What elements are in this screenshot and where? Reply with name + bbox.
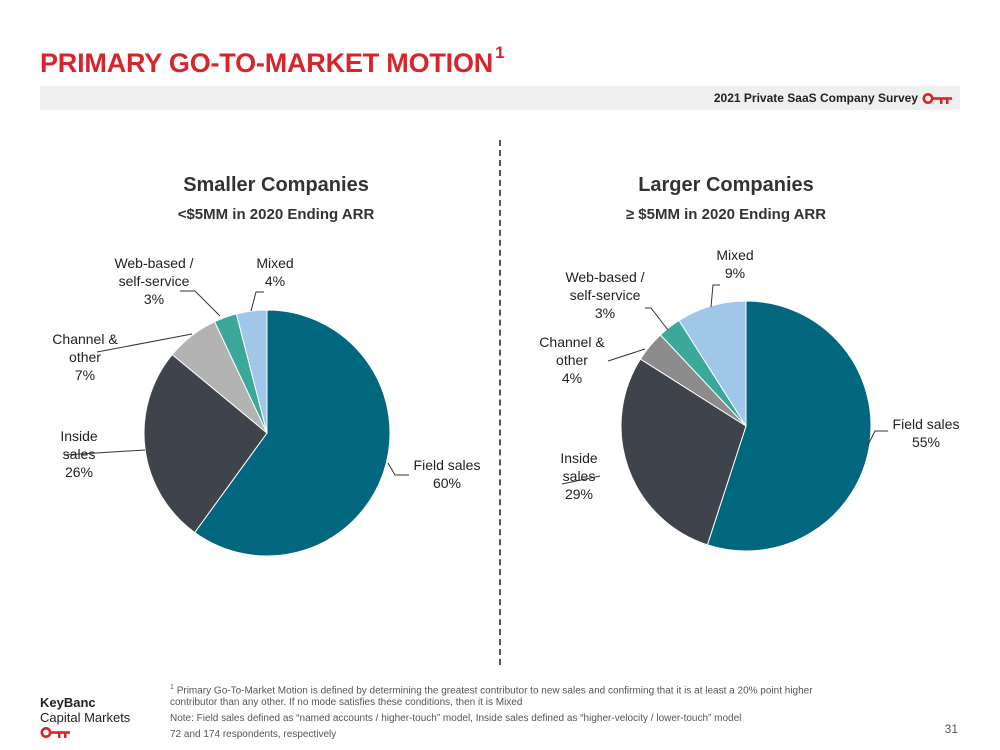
footnotes: 1 Primary Go-To-Market Motion is defined… <box>170 682 850 745</box>
footnote-marker: 1 <box>170 684 174 691</box>
leader-line-0-4 <box>250 291 264 312</box>
footnote-respondents: 72 and 174 respondents, respectively <box>170 729 337 741</box>
slice-label-line: 55% <box>912 434 940 450</box>
slice-label-line: Channel & <box>52 331 118 347</box>
logo-line-1: KeyBanc <box>40 695 96 710</box>
leader-line-0-1 <box>63 449 146 456</box>
chart-subtitle-larger: ≥ $5MM in 2020 Ending ARR <box>625 206 827 223</box>
leader-line-1-3 <box>645 307 669 331</box>
leader-line-0-2 <box>96 333 193 353</box>
chart-divider <box>499 140 501 665</box>
slice-label-line: 29% <box>565 486 593 502</box>
key-icon <box>40 727 70 738</box>
slice-label-line: self-service <box>570 287 641 303</box>
slice-label-1-0: Field sales 55% <box>893 416 960 450</box>
slice-label-line: other <box>69 349 101 365</box>
footnote-note: Note: Field sales defined as “named acco… <box>170 713 742 725</box>
slice-label-0-0: Field sales 60% <box>414 457 481 491</box>
pie-slice-0-1 <box>143 353 268 534</box>
keybanc-logo: KeyBanc Capital Markets <box>40 696 130 744</box>
key-logo-icon <box>922 93 952 104</box>
survey-label: 2021 Private SaaS Company Survey <box>713 91 918 105</box>
slice-label-line: Channel & <box>539 334 605 350</box>
pie-slice-1-0 <box>706 300 872 552</box>
page-title-text: PRIMARY GO-TO-MARKET MOTION <box>40 48 494 78</box>
footnote-definition: 1 Primary Go-To-Market Motion is defined… <box>170 682 850 709</box>
slice-label-line: Field sales <box>414 457 481 473</box>
slice-label-line: Web-based / <box>114 255 193 271</box>
slice-label-1-4: Mixed 9% <box>716 247 753 281</box>
slice-label-line: 7% <box>75 367 95 383</box>
slice-label-line: 26% <box>65 464 93 480</box>
slice-label-line: self-service <box>119 273 190 289</box>
slice-label-line: Inside <box>60 428 98 444</box>
pie-slice-1-1 <box>620 358 747 546</box>
leader-line-1-4 <box>710 284 720 308</box>
slice-label-0-2: Channel & other 7% <box>52 331 118 383</box>
leader-line-1-0 <box>867 430 888 446</box>
slice-label-line: Inside <box>560 450 598 466</box>
slice-label-line: Web-based / <box>565 269 644 285</box>
slice-label-line: Mixed <box>256 255 293 271</box>
slice-label-0-4: Mixed 4% <box>256 255 293 289</box>
pie-slice-0-0 <box>194 309 391 557</box>
logo-line-2: Capital Markets <box>40 710 131 725</box>
slice-label-1-1: Inside sales 29% <box>560 450 598 502</box>
footnote-definition-text: Primary Go-To-Market Motion is defined b… <box>170 685 813 709</box>
slice-label-line: Mixed <box>716 247 753 263</box>
chart-title-smaller: Smaller Companies <box>183 174 369 196</box>
slice-label-line: 9% <box>725 265 745 281</box>
slice-label-line: other <box>556 352 588 368</box>
leader-line-0-3 <box>180 290 221 317</box>
leader-line-1-1 <box>561 475 601 485</box>
leader-line-1-2 <box>607 348 646 362</box>
slice-label-line: 3% <box>595 305 615 321</box>
slice-label-line: 60% <box>433 475 461 491</box>
title-footnote-marker: 1 <box>495 43 505 62</box>
slice-label-0-1: Inside sales 26% <box>60 428 98 480</box>
slice-label-line: 4% <box>265 273 285 289</box>
leader-line-0-0 <box>387 462 409 476</box>
slice-label-0-3: Web-based / self-service 3% <box>114 255 193 307</box>
survey-banner: 2021 Private SaaS Company Survey <box>40 86 960 110</box>
pie-slice-0-4 <box>235 309 268 434</box>
slice-label-1-3: Web-based / self-service 3% <box>565 269 644 321</box>
slice-label-line: 4% <box>562 370 582 386</box>
page-title: PRIMARY GO-TO-MARKET MOTION 1 <box>40 43 505 79</box>
chart-title-larger: Larger Companies <box>638 174 814 196</box>
slice-label-line: 3% <box>144 291 164 307</box>
slice-label-line: Field sales <box>893 416 960 432</box>
slice-label-line: sales <box>563 468 596 484</box>
chart-subtitle-smaller: <$5MM in 2020 Ending ARR <box>177 206 375 223</box>
page-number: 31 <box>944 722 958 736</box>
slice-label-line: sales <box>63 446 96 462</box>
slice-label-1-2: Channel & other 4% <box>539 334 605 386</box>
